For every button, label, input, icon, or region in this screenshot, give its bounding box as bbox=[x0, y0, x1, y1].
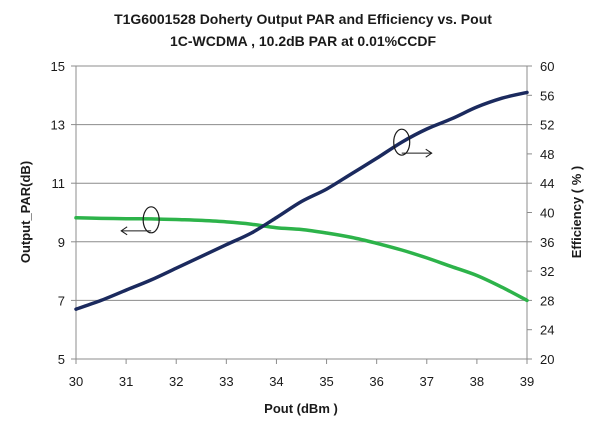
y2-tick-label: 44 bbox=[540, 176, 554, 191]
y2-tick-label: 52 bbox=[540, 118, 554, 133]
y2-tick-label: 24 bbox=[540, 323, 554, 338]
y-tick-label: 7 bbox=[58, 293, 65, 308]
y2-tick-label: 36 bbox=[540, 235, 554, 250]
x-tick-label: 34 bbox=[269, 374, 283, 389]
tick-labels: 30 31 32 33 34 35 36 37 38 39 5 7 9 11 13 15 20 24 28 32 36 4… bbox=[51, 59, 555, 389]
y2-tick-label: 28 bbox=[540, 293, 554, 308]
annotation-arrowhead bbox=[120, 226, 128, 236]
series-lines bbox=[74, 90, 529, 311]
y2-tick-label: 40 bbox=[540, 206, 554, 221]
y-tick-label: 13 bbox=[51, 118, 65, 133]
axes bbox=[71, 65, 532, 364]
x-tick-label: 39 bbox=[520, 374, 534, 389]
annotation-ellipse bbox=[393, 128, 411, 156]
gridlines bbox=[76, 65, 527, 360]
x-tick-label: 33 bbox=[219, 374, 233, 389]
chart-title: T1G6001528 Doherty Output PAR and Effici… bbox=[114, 11, 492, 27]
chart-subtitle: 1C-WCDMA , 10.2dB PAR at 0.01%CCDF bbox=[170, 33, 436, 49]
x-tick-label: 36 bbox=[369, 374, 383, 389]
annotations bbox=[120, 128, 433, 236]
par-series-line bbox=[74, 216, 529, 303]
y-tick-label: 5 bbox=[58, 352, 65, 367]
y2-tick-label: 20 bbox=[540, 352, 554, 367]
x-tick-label: 30 bbox=[69, 374, 83, 389]
y2-tick-label: 48 bbox=[540, 147, 554, 162]
efficiency-series-line bbox=[74, 90, 529, 311]
x-tick-label: 37 bbox=[420, 374, 434, 389]
y-tick-label: 9 bbox=[58, 235, 65, 250]
x-tick-label: 31 bbox=[119, 374, 133, 389]
y-axis-title: Output_PAR(dB) bbox=[18, 161, 33, 263]
annotation-ellipse bbox=[142, 206, 160, 234]
x-tick-label: 38 bbox=[470, 374, 484, 389]
y2-axis-title: Efficiency ( % ) bbox=[569, 166, 584, 258]
y2-tick-label: 32 bbox=[540, 264, 554, 279]
x-axis-title: Pout (dBm ) bbox=[264, 401, 338, 416]
y2-tick-label: 56 bbox=[540, 88, 554, 103]
x-tick-label: 35 bbox=[319, 374, 333, 389]
y-tick-label: 15 bbox=[51, 59, 65, 74]
x-tick-label: 32 bbox=[169, 374, 183, 389]
y2-tick-label: 60 bbox=[540, 59, 554, 74]
y-tick-label: 11 bbox=[52, 176, 66, 191]
annotation-arrowhead bbox=[425, 148, 433, 158]
